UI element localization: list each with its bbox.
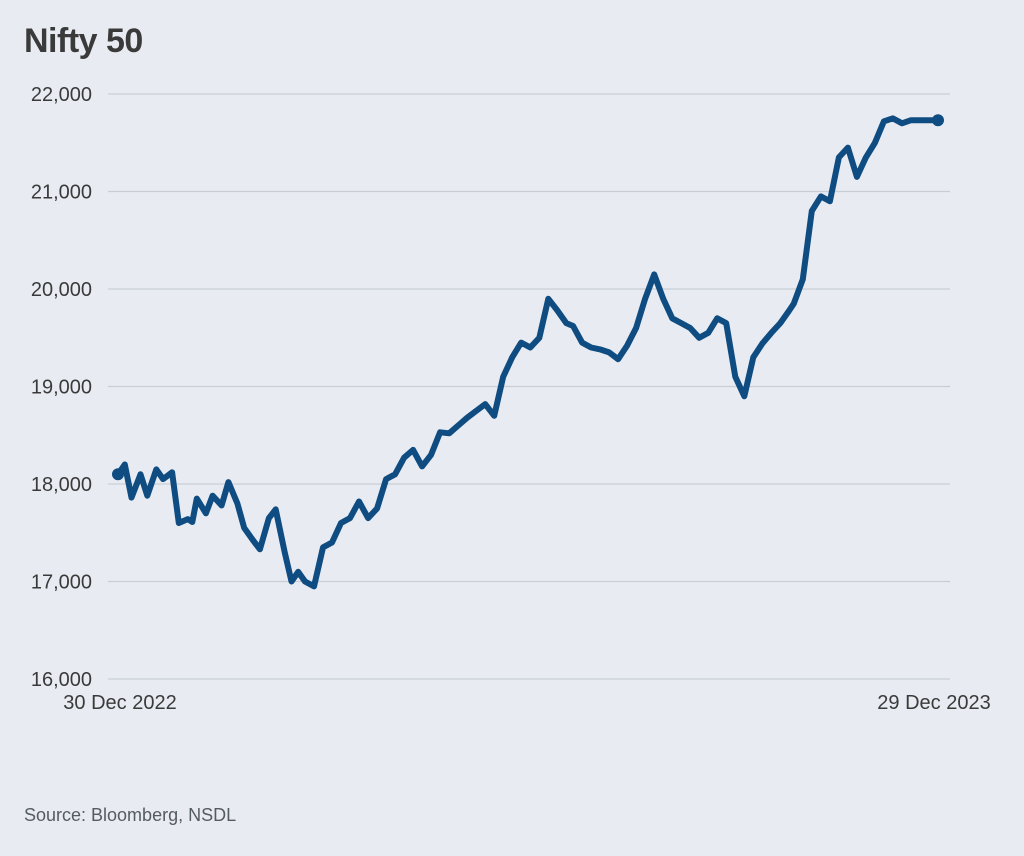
chart-title: Nifty 50 [24,22,143,60]
series-line [115,115,941,590]
start-point-marker [112,468,124,481]
y-axis-tick-labels: 16,000 17,000 18,000 19,000 20,000 21,000 22,0… [31,84,92,691]
x-axis-tick-labels: 30 Dec 2022 29 Dec 2023 [63,692,990,714]
series-layer [112,114,944,590]
line-chart: 16,000 17,000 18,000 19,000 20,000 21,000 22,0… [31,84,991,714]
y-tick-label: 19,000 [31,377,92,399]
y-tick-label: 18,000 [31,474,92,496]
y-tick-label: 22,000 [31,84,92,106]
source-note: Source: Bloomberg, NSDL [24,805,237,825]
gridlines [108,93,950,680]
x-tick-label: 29 Dec 2023 [877,692,990,714]
x-tick-label: 30 Dec 2022 [63,692,176,714]
end-point-marker [932,114,944,127]
y-tick-label: 17,000 [31,572,92,594]
y-tick-label: 20,000 [31,279,92,301]
y-tick-label: 16,000 [31,669,92,691]
y-tick-label: 21,000 [31,182,92,204]
